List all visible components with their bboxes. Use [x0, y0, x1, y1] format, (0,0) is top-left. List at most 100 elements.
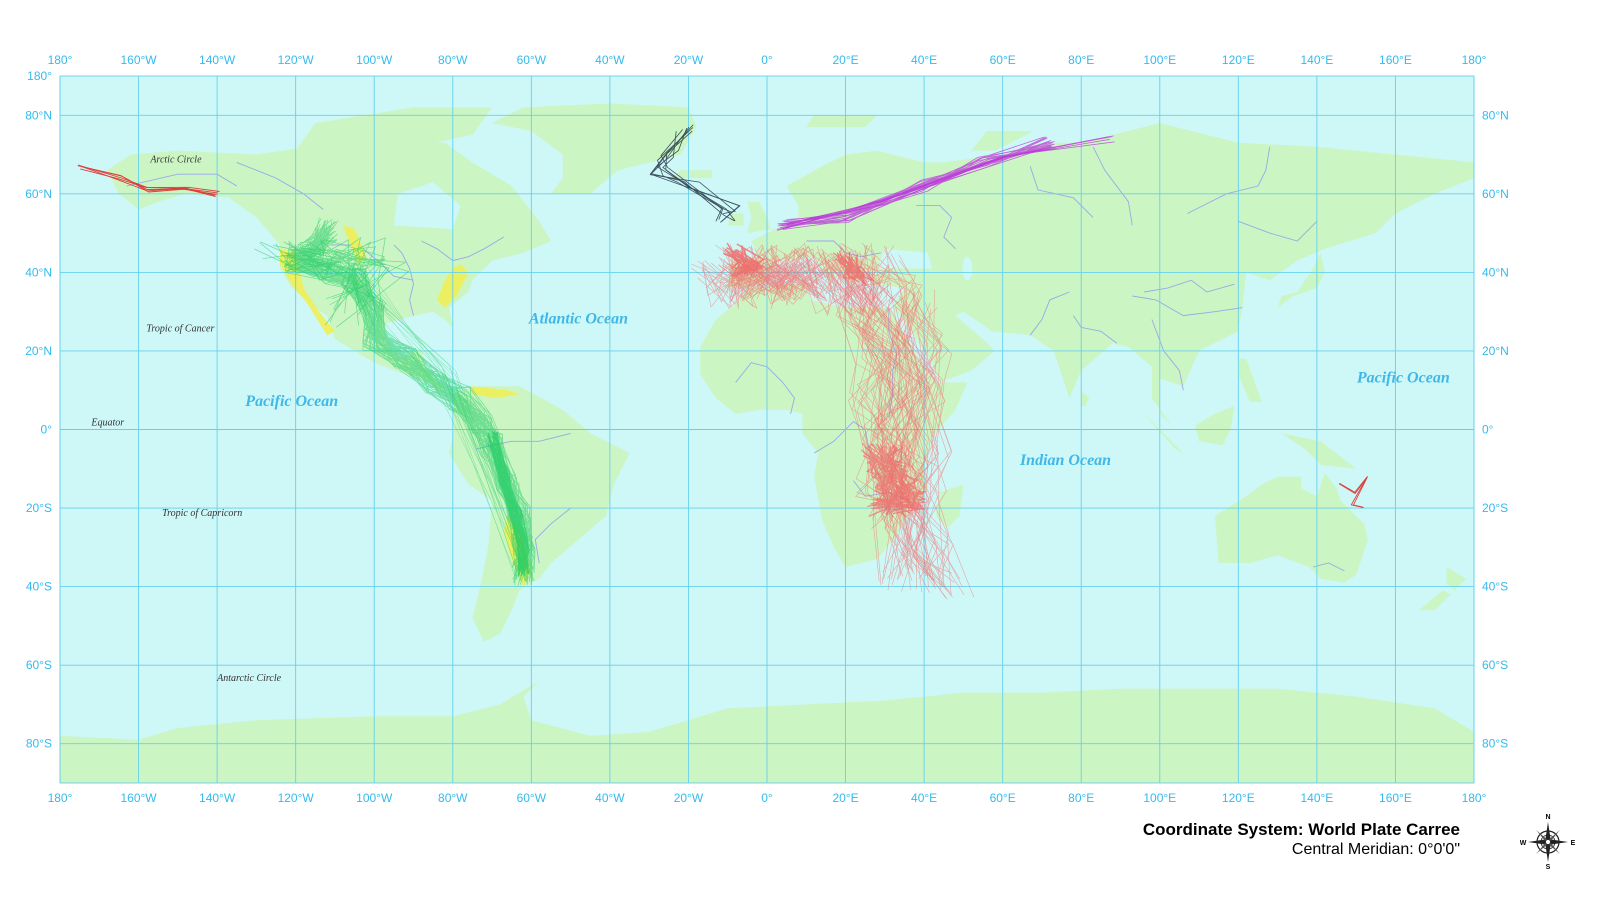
lon-label-bottom: 180°	[48, 791, 73, 805]
iberia-cluster-track-path	[733, 250, 752, 272]
africa-track-4-path	[897, 286, 937, 589]
africa-track-4-path	[898, 298, 950, 577]
lon-label-bottom: 60°W	[517, 791, 547, 805]
river-volga	[916, 205, 956, 250]
africa-track-5-path	[718, 263, 810, 297]
lon-label-top: 180°	[48, 53, 73, 67]
map-subtitle: Central Meridian: 0°0'0"	[1291, 841, 1460, 858]
africa-core-track-path	[882, 445, 911, 514]
africa-track-4-path	[878, 307, 945, 588]
africa-track-3-path	[861, 267, 931, 584]
land-australia	[1214, 472, 1368, 583]
reference-label: Tropic of Capricorn	[162, 508, 242, 519]
compass-e: E	[1571, 840, 1576, 847]
lon-label-top: 140°E	[1300, 53, 1333, 67]
americas-long-track-path	[354, 281, 523, 565]
africa-track-4-path	[908, 305, 954, 581]
ocean-labels: Pacific Ocean Atlantic Ocean Indian Ocean P…	[244, 310, 1450, 468]
land-svalbard	[806, 115, 877, 128]
river-lena	[1187, 146, 1271, 214]
greenland-track-path	[649, 124, 741, 222]
africa-core-track-path	[865, 449, 923, 511]
compass-w: W	[1520, 840, 1527, 847]
americas-north-track-path	[302, 249, 367, 326]
africa-track-5-path	[702, 246, 786, 309]
iberia-cluster-track-path	[736, 249, 760, 274]
greenland-track-path	[657, 127, 724, 220]
reference-label: Arctic Circle	[149, 154, 202, 165]
compass-s: S	[1546, 864, 1551, 870]
americas-long-track-path	[349, 279, 523, 571]
africa-track-1-path	[729, 257, 874, 298]
lat-label-left: 80°N	[25, 108, 52, 122]
africa-track-4-path	[895, 305, 953, 588]
lat-label-left: 80°S	[26, 737, 52, 751]
lon-label-bottom: 40°W	[595, 791, 625, 805]
river-st-lawrence	[421, 236, 505, 262]
lat-label-left: 40°S	[26, 580, 52, 594]
river-ganges	[1073, 315, 1117, 344]
africa-track-4-path	[893, 306, 963, 588]
greenland-track	[649, 124, 741, 223]
africa-core-track-path	[877, 445, 903, 511]
land-new-zealand-south	[1419, 590, 1451, 611]
africa-track-4	[878, 286, 975, 600]
eurasia-long-track-path	[781, 141, 1115, 226]
lon-label-bottom: 160°W	[120, 791, 157, 805]
land-greenland	[492, 103, 697, 194]
lon-label-top: 0°	[761, 53, 773, 67]
africa-track-2-path	[854, 249, 914, 515]
lon-label-top: 180°	[1462, 53, 1487, 67]
land-borneo	[1195, 405, 1235, 446]
africa-track-3-path	[855, 265, 908, 585]
lon-label-top: 100°E	[1143, 53, 1176, 67]
africa-track-4-path	[889, 308, 952, 595]
coordinate-labels: 180° 180° 160°W 160°W 140°W 140°W 120°W 120°W 10…	[25, 53, 1509, 805]
land-japan	[1277, 252, 1325, 308]
lat-label-right: 0°	[1482, 423, 1494, 437]
lon-label-top: 120°E	[1222, 53, 1255, 67]
americas-long-track-path	[356, 282, 516, 567]
africa-track-5-path	[738, 255, 819, 295]
africa-track-4-path	[890, 302, 943, 580]
land-iceland	[672, 170, 712, 179]
lon-label-bottom: 140°W	[199, 791, 236, 805]
eurasia-long-track-path	[785, 135, 1114, 229]
balkan-cluster-track-path	[846, 257, 861, 283]
lon-label-top: 160°E	[1379, 53, 1412, 67]
lon-label-bottom: 80°W	[438, 791, 468, 805]
eurasia-track-path	[786, 136, 1047, 225]
lon-label-top: 60°W	[517, 53, 547, 67]
americas-north-track-path	[294, 239, 350, 314]
land-sri-lanka	[1081, 390, 1090, 406]
range-caribbean-coast	[472, 386, 520, 399]
lon-label-bottom: 80°E	[1068, 791, 1094, 805]
ocean-label: Pacific Ocean	[244, 393, 338, 410]
reference-label: Equator	[90, 418, 124, 429]
lat-label-left: 60°S	[26, 658, 52, 672]
lon-label-top: 20°W	[674, 53, 704, 67]
balkan-cluster-track	[832, 250, 875, 287]
africa-track-5-path	[702, 265, 800, 308]
andes-core-track-path	[494, 434, 529, 567]
lon-label-bottom: 40°E	[911, 791, 937, 805]
americas-long-track-path	[352, 272, 524, 573]
andes-core-track-path	[493, 436, 526, 567]
africa-core-track-path	[869, 445, 924, 509]
land-arctic-islands	[295, 107, 493, 151]
lat-label-right: 20°S	[1482, 501, 1508, 515]
americas-long-track-path	[347, 277, 522, 562]
river-yangtze	[1132, 295, 1243, 317]
andes-core-track-path	[494, 442, 529, 568]
africa-track-3-path	[861, 248, 913, 590]
river-yukon	[126, 173, 238, 187]
river-congo	[813, 421, 870, 454]
africa-track-4-path	[899, 286, 952, 593]
africa-core-track-path	[873, 444, 926, 500]
americas-north-track-path	[287, 236, 375, 326]
balkan-cluster-track-path	[846, 256, 873, 282]
africa-track-5-path	[718, 247, 792, 294]
africa-track-4-path	[903, 291, 947, 588]
land-philippines	[1238, 358, 1262, 402]
africa-track-3-path	[849, 257, 923, 582]
